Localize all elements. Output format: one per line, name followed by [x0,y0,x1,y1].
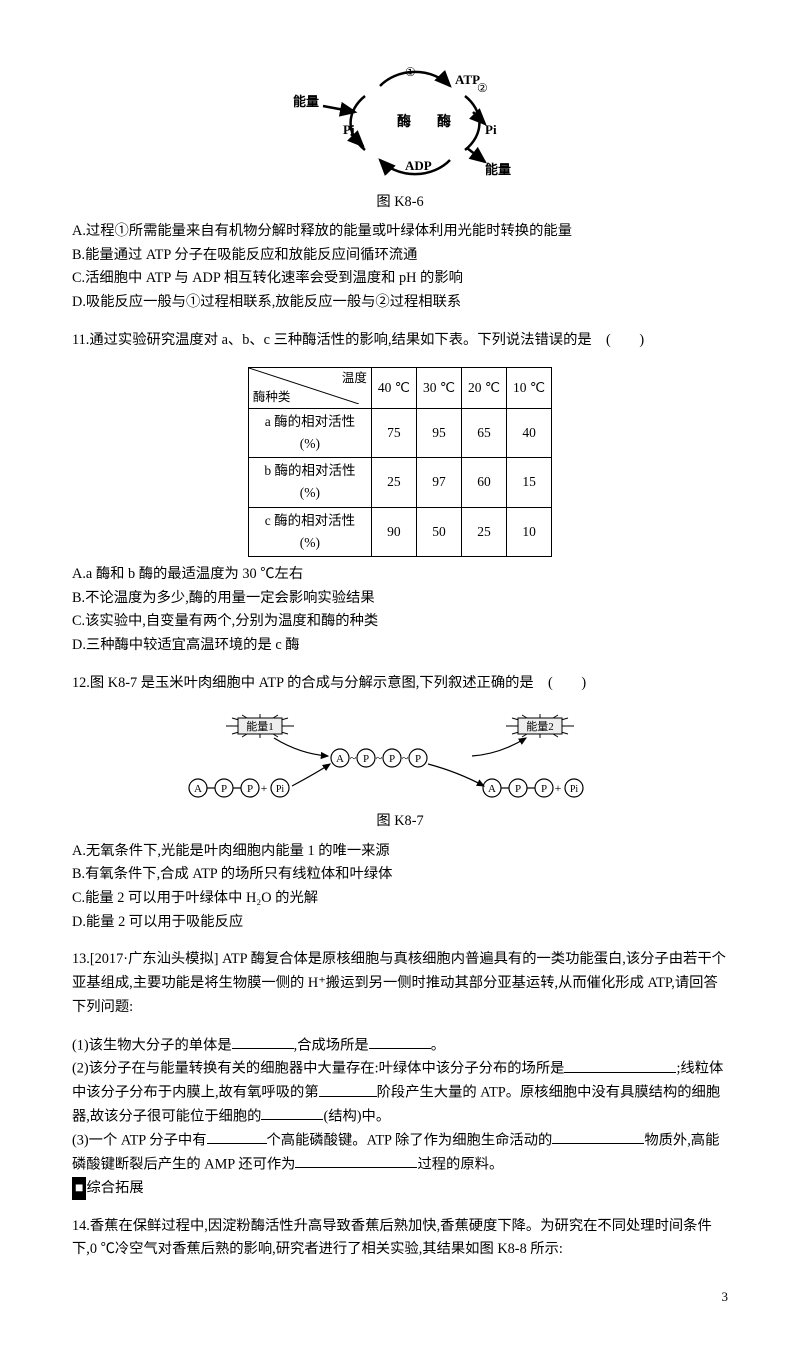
svg-text:P: P [541,783,547,795]
q12-choice-d: D.能量 2 可以用于吸能反应 [72,911,728,935]
svg-text:②: ② [477,81,488,95]
svg-text:酶: 酶 [397,113,411,130]
svg-text:~: ~ [350,751,357,765]
q10-choice-c: C.活细胞中 ATP 与 ADP 相互转化速率会受到温度和 pH 的影响 [72,267,728,291]
q14-stem: 14.香蕉在保鲜过程中,因淀粉酶活性升高导致香蕉后熟加快,香蕉硬度下降。为研究在… [72,1215,728,1262]
svg-text:能量1: 能量1 [246,719,274,733]
svg-text:Pi: Pi [570,784,579,795]
q11-choice-a: A.a 酶和 b 酶的最适温度为 30 ℃左右 [72,563,728,587]
figure-k8-6-caption: 图 K8-6 [72,191,728,215]
q11-table: 温度 酶种类 40 ℃ 30 ℃ 20 ℃ 10 ℃ a 酶的相对活性(%) 7… [248,367,552,558]
svg-text:P: P [389,753,395,765]
svg-text:P: P [363,753,369,765]
svg-text:+: + [555,781,562,795]
figure-k8-6: ATP ADP 酶 酶 ① ② 能量 Pi Pi 能量 [72,62,728,189]
svg-text:ADP: ADP [405,158,432,173]
q13-part3: (3)一个 ATP 分子中有个高能磷酸键。ATP 除了作为细胞生命活动的物质外,… [72,1129,728,1177]
figure-k8-7-caption: 图 K8-7 [72,810,728,834]
q11-choice-c: C.该实验中,自变量有两个,分别为温度和酶的种类 [72,610,728,634]
q11-choice-d: D.三种酶中较适宜高温环境的是 c 酶 [72,634,728,658]
svg-text:Pi: Pi [276,784,285,795]
svg-text:P: P [221,783,227,795]
svg-text:A: A [194,783,202,795]
svg-text:Pi: Pi [485,122,497,137]
svg-text:A: A [336,753,344,765]
q10-choice-d: D.吸能反应一般与①过程相联系,放能反应一般与②过程相联系 [72,291,728,315]
q10-choice-b: B.能量通过 ATP 分子在吸能反应和放能反应间循环流通 [72,244,728,268]
svg-text:P: P [247,783,253,795]
svg-text:A: A [488,783,496,795]
figure-k8-7: 能量1 能量2 A ~ P ~ P ~ P A P [72,710,728,809]
q12-choice-c: C.能量 2 可以用于叶绿体中 H₂O 的光解 [72,887,728,911]
section-heading: ■综合拓展 [72,1177,728,1201]
svg-text:酶: 酶 [437,113,451,130]
svg-text:①: ① [405,65,416,79]
q12-choice-b: B.有氧条件下,合成 ATP 的场所只有线粒体和叶绿体 [72,863,728,887]
svg-text:能量: 能量 [485,162,511,177]
svg-text:~: ~ [402,751,409,765]
q11-stem: 11.通过实验研究温度对 a、b、c 三种酶活性的影响,结果如下表。下列说法错误… [72,329,728,353]
q13-stem: 13.[2017·广东汕头模拟] ATP 酶复合体是原核细胞与真核细胞内普遍具有… [72,948,728,1019]
svg-text:P: P [515,783,521,795]
page-number: 3 [72,1286,728,1307]
svg-text:能量2: 能量2 [526,719,554,733]
q13-part2: (2)该分子在与能量转换有关的细胞器中大量存在:叶绿体中该分子分布的场所是;线粒… [72,1057,728,1129]
q12-choice-a: A.无氧条件下,光能是叶肉细胞内能量 1 的唯一来源 [72,840,728,864]
q11-choice-b: B.不论温度为多少,酶的用量一定会影响实验结果 [72,587,728,611]
svg-text:P: P [415,753,421,765]
svg-text:能量: 能量 [293,94,319,109]
q13-part1: (1)该生物大分子的单体是,合成场所是。 [72,1034,728,1058]
svg-text:~: ~ [376,751,383,765]
q10-choice-a: A.过程①所需能量来自有机物分解时释放的能量或叶绿体利用光能时转换的能量 [72,220,728,244]
q12-stem: 12.图 K8-7 是玉米叶肉细胞中 ATP 的合成与分解示意图,下列叙述正确的… [72,672,728,696]
svg-text:Pi: Pi [343,122,355,137]
svg-text:+: + [261,781,268,795]
